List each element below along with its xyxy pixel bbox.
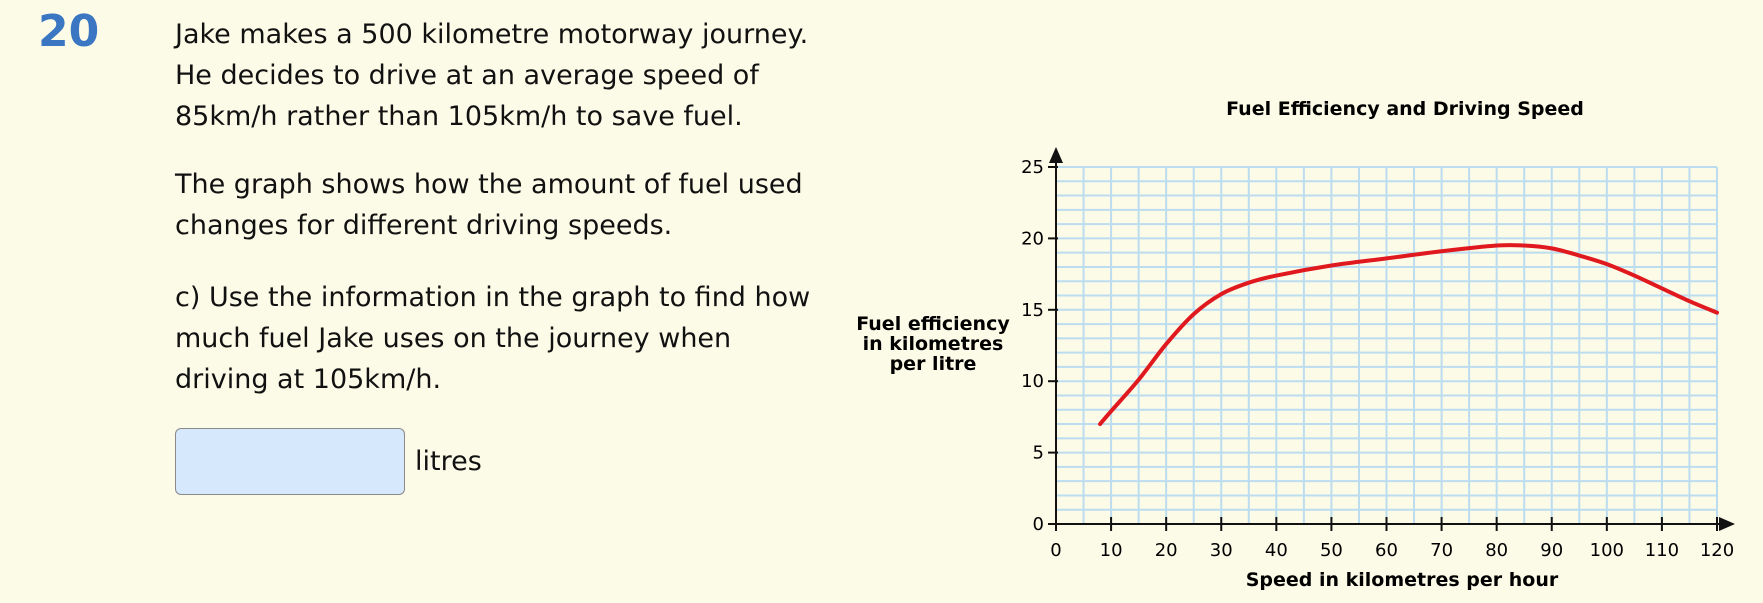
x-tick-label: 0 <box>1050 540 1061 561</box>
graph-line: changes for different driving speeds. <box>175 210 673 241</box>
y-tick-label: 15 <box>1021 300 1044 321</box>
x-tick-label: 90 <box>1540 540 1563 561</box>
x-tick-label: 60 <box>1375 540 1398 561</box>
y-tick-label: 10 <box>1021 371 1044 392</box>
y-tick-label: 5 <box>1033 443 1044 464</box>
question-intro: Jake makes a 500 kilometre motorway jour… <box>175 14 808 137</box>
answer-input[interactable] <box>175 428 405 495</box>
x-tick-label: 80 <box>1485 540 1508 561</box>
y-axis-label: Fuel efficiency <box>856 313 1010 335</box>
y-tick-label: 20 <box>1021 228 1044 249</box>
question-task: c) Use the information in the graph to f… <box>175 277 810 400</box>
x-tick-label: 100 <box>1590 540 1624 561</box>
x-tick-label: 20 <box>1155 540 1178 561</box>
x-tick-label: 10 <box>1100 540 1123 561</box>
question-number: 20 <box>38 6 100 57</box>
y-axis-label: per litre <box>890 353 977 375</box>
graph-description: The graph shows how the amount of fuel u… <box>175 164 803 246</box>
y-axis-arrow <box>1049 147 1063 163</box>
x-axis-arrow <box>1719 517 1735 531</box>
intro-line: He decides to drive at an average speed … <box>175 60 759 91</box>
task-line: driving at 105km/h. <box>175 364 442 395</box>
task-line: c) Use the information in the graph to f… <box>175 282 811 313</box>
intro-line: 85km/h rather than 105km/h to save fuel. <box>175 101 743 132</box>
x-tick-label: 110 <box>1645 540 1679 561</box>
y-tick-label: 0 <box>1033 514 1044 535</box>
x-tick-label: 70 <box>1430 540 1453 561</box>
graph-line: The graph shows how the amount of fuel u… <box>175 169 803 200</box>
answer-unit: litres <box>415 446 482 477</box>
chart-title: Fuel Efficiency and Driving Speed <box>1226 98 1584 120</box>
intro-line: Jake makes a 500 kilometre motorway jour… <box>175 19 809 50</box>
x-tick-label: 120 <box>1700 540 1734 561</box>
y-tick-label: 25 <box>1021 157 1044 178</box>
y-axis-label: in kilometres <box>863 333 1004 355</box>
x-tick-label: 40 <box>1265 540 1288 561</box>
x-axis-label: Speed in kilometres per hour <box>1246 569 1559 591</box>
task-line: much fuel Jake uses on the journey when <box>175 323 732 354</box>
x-tick-label: 30 <box>1210 540 1233 561</box>
x-tick-label: 50 <box>1320 540 1343 561</box>
fuel-efficiency-line <box>1098 242 1719 427</box>
